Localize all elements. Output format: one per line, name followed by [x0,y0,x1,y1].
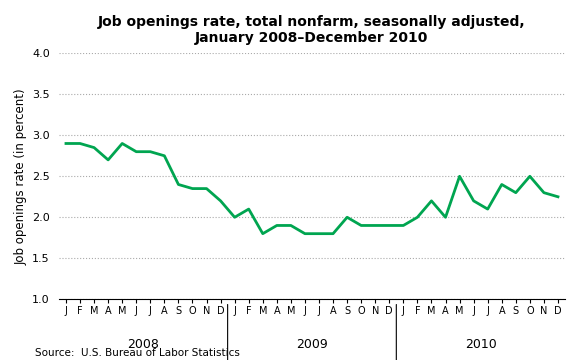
Y-axis label: Job openings rate (in percent): Job openings rate (in percent) [15,88,28,265]
Text: 2010: 2010 [465,338,496,351]
Title: Job openings rate, total nonfarm, seasonally adjusted,
January 2008–December 201: Job openings rate, total nonfarm, season… [98,15,526,45]
Text: 2008: 2008 [128,338,160,351]
Text: Source:  U.S. Bureau of Labor Statistics: Source: U.S. Bureau of Labor Statistics [35,348,240,358]
Text: 2009: 2009 [296,338,328,351]
